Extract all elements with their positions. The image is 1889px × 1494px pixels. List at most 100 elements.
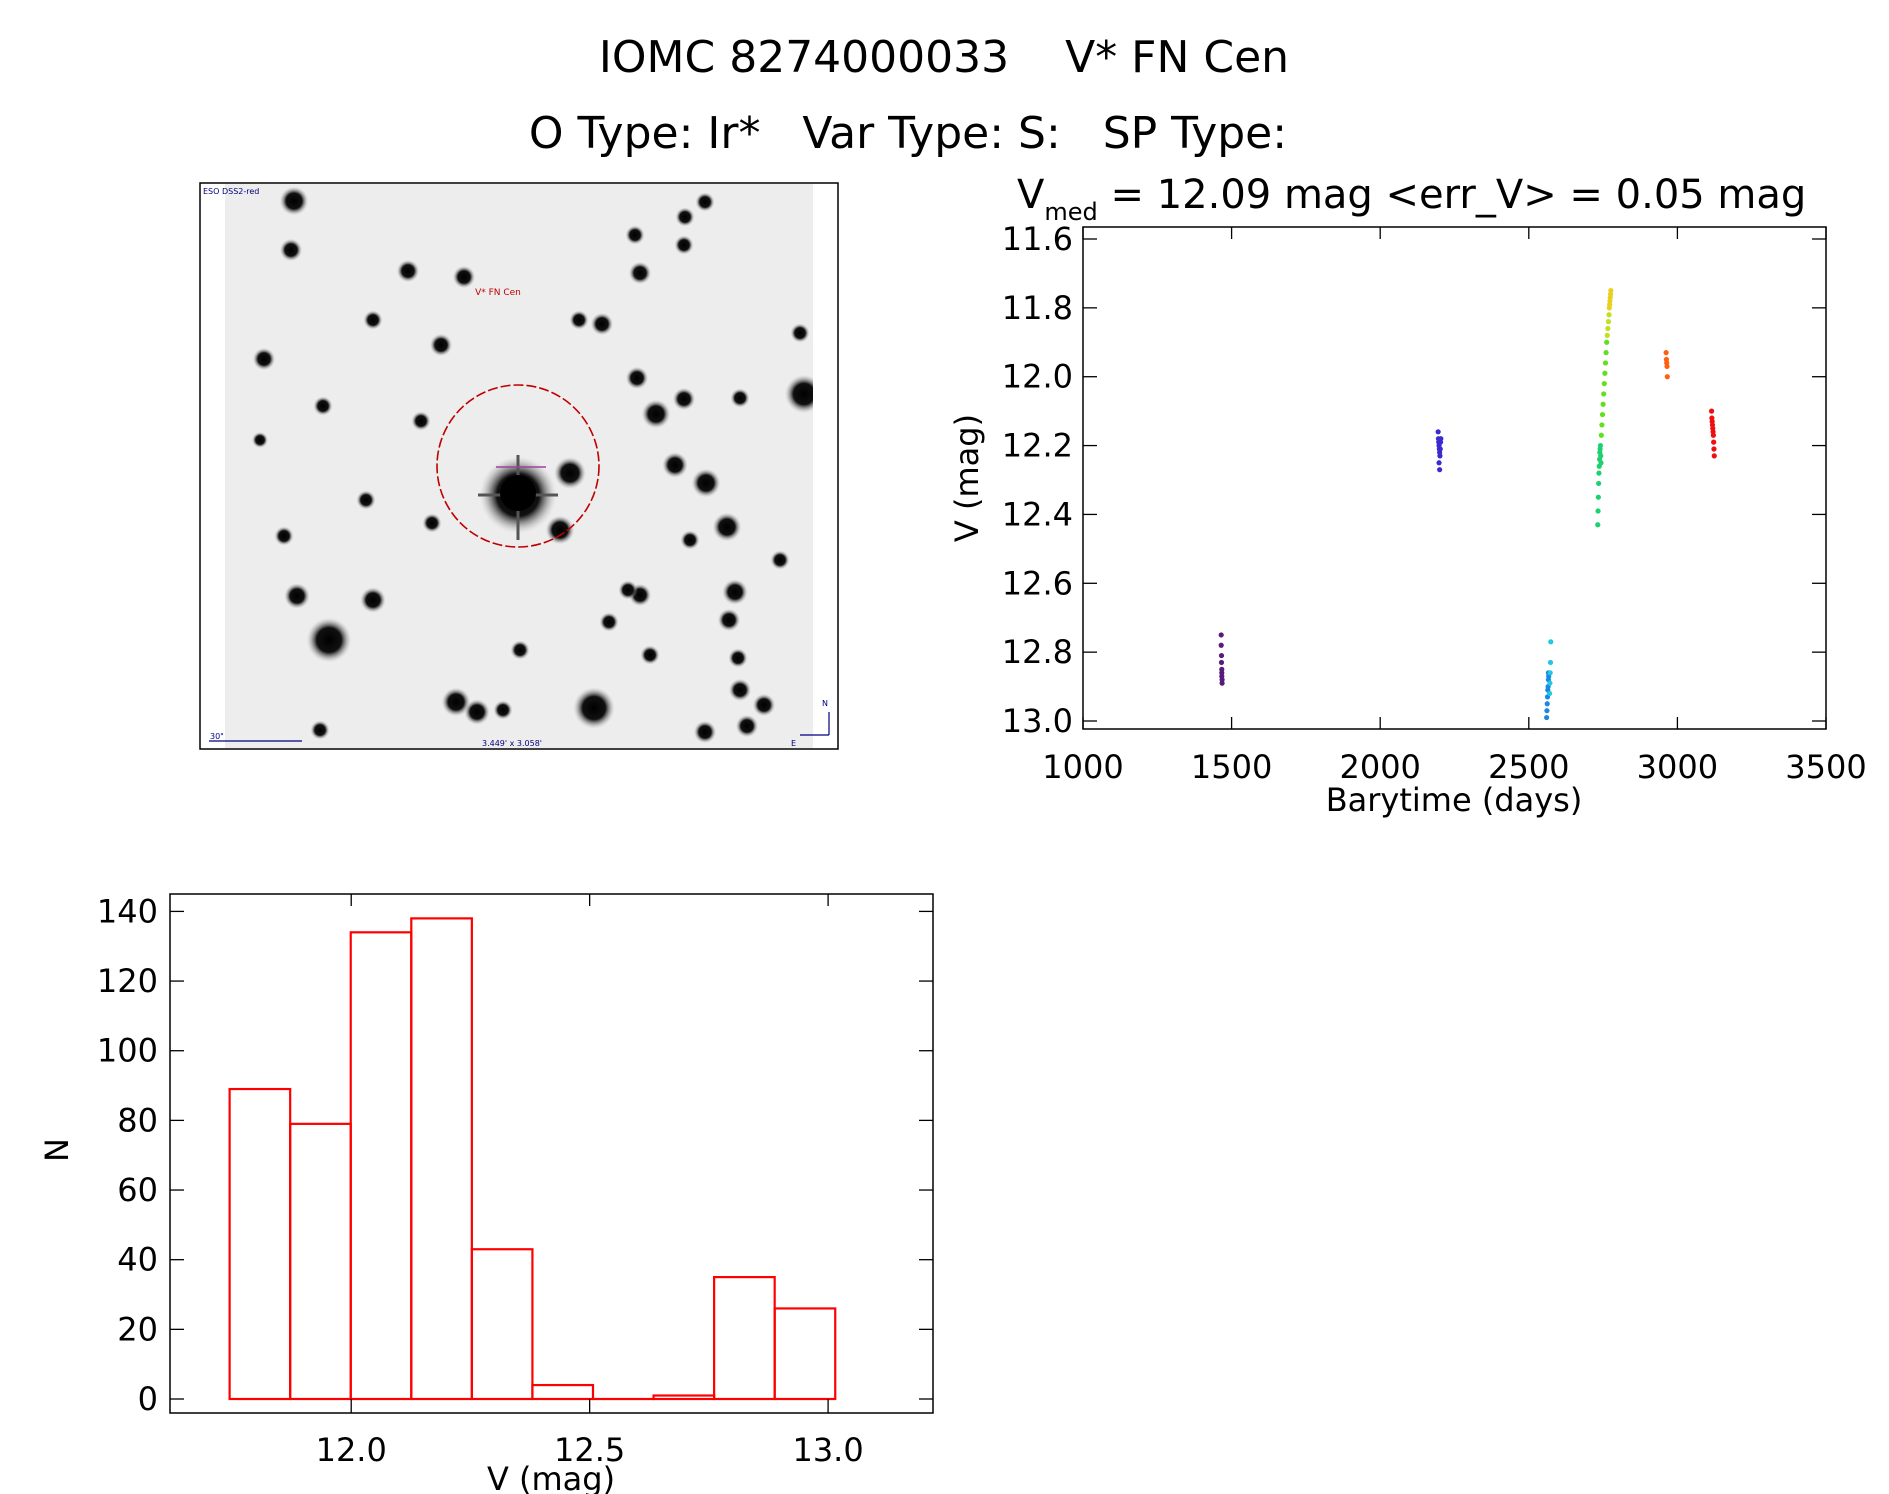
star-blob: [730, 388, 750, 408]
histogram-ylabel: N: [38, 1138, 76, 1162]
data-point: [1598, 432, 1604, 438]
histogram-plot-frame: [169, 893, 934, 1414]
data-point: [1437, 453, 1443, 459]
y-tick-label: 12.8: [1002, 633, 1073, 671]
histogram-chart: 12.0 12.5 13.0 0 20 40 60 80 100 120 140 V (mag) N: [38, 892, 934, 1494]
star-blob: [396, 259, 420, 283]
star-blob: [790, 323, 810, 343]
y-tick-label: 140: [97, 892, 158, 930]
star-blob: [674, 235, 694, 255]
star-blob: [717, 608, 741, 632]
star-blob: [618, 580, 638, 600]
star-blob: [722, 579, 748, 605]
star-blob: [641, 399, 671, 429]
y-tick-label: 12.6: [1002, 564, 1073, 602]
data-point: [1218, 642, 1224, 648]
star-blob: [360, 587, 386, 613]
data-point: [1438, 436, 1444, 442]
star-blob: [695, 192, 715, 212]
star-blob: [493, 700, 513, 720]
data-point: [1604, 339, 1610, 345]
data-point: [1218, 659, 1225, 666]
y-tick-label: 11.6: [1002, 220, 1073, 258]
star-blob: [363, 310, 383, 330]
data-point: [1710, 432, 1716, 438]
scale-label: 30": [210, 732, 224, 741]
lightcurve-axes: 1000 1500 2000 2500 3000 3500 11.6 11.8 12.0 12.2…: [1002, 220, 1867, 786]
data-point: [1435, 429, 1441, 435]
data-point: [1711, 439, 1717, 445]
star-blob: [356, 490, 376, 510]
histogram-bar: [773, 1307, 837, 1401]
data-point: [1218, 632, 1224, 638]
star-field: [252, 186, 813, 744]
data-point: [1218, 652, 1225, 659]
stat-prefix: V: [1017, 172, 1045, 218]
target-label: V* FN Cen: [475, 288, 521, 298]
data-point: [1605, 319, 1612, 325]
data-point: [1544, 701, 1550, 707]
x-tick-label: 13.0: [792, 1431, 863, 1469]
sky-image-panel: ESO DSS2-red V* FN Cen 30" 3.449' x 3.05…: [199, 182, 839, 750]
compass-east-label: E: [791, 739, 796, 748]
star-blob: [784, 374, 813, 414]
star-blob: [313, 396, 333, 416]
histogram-bar: [531, 1383, 595, 1401]
y-tick-label: 13.0: [1002, 702, 1073, 740]
y-tick-label: 80: [117, 1101, 158, 1139]
data-point: [1595, 522, 1601, 528]
star-blob: [464, 699, 490, 725]
data-point: [1547, 659, 1554, 666]
star-blob: [411, 411, 431, 431]
lightcurve-plot-frame: [1082, 226, 1827, 730]
star-blob: [752, 693, 776, 717]
data-point: [1599, 411, 1606, 418]
x-tick-label: 2500: [1488, 748, 1569, 786]
data-point: [1711, 453, 1717, 459]
star-blob: [252, 347, 276, 371]
data-point: [1219, 680, 1225, 686]
target-star: [500, 475, 536, 511]
data-point: [1601, 391, 1607, 397]
histogram-bar: [713, 1276, 776, 1401]
star-blob: [510, 640, 530, 660]
star-blob: [628, 261, 652, 285]
data-point: [1599, 422, 1605, 428]
data-point: [1603, 350, 1609, 356]
compass-north-label: N: [822, 699, 828, 708]
star-blob: [599, 612, 619, 632]
lightcurve-points: [1218, 288, 1717, 721]
data-point: [1596, 480, 1602, 487]
star-blob: [712, 512, 742, 542]
star-blob: [693, 720, 717, 744]
histogram-axes: 12.0 12.5 13.0 0 20 40 60 80 100 120 140: [97, 892, 933, 1469]
x-tick-label: 12.5: [554, 1431, 625, 1469]
star-blob: [691, 468, 721, 498]
lightcurve-ylabel: V (mag): [948, 414, 986, 542]
data-point: [1547, 680, 1553, 686]
figure-subtitle: O Type: Ir* Var Type: S: SP Type:: [529, 108, 1287, 159]
data-point: [1596, 470, 1602, 476]
x-tick-label: 3500: [1785, 748, 1866, 786]
star-blob: [279, 186, 309, 216]
data-point: [1598, 460, 1604, 466]
data-point: [1598, 453, 1604, 459]
x-tick-label: 12.0: [316, 1431, 387, 1469]
star-blob: [770, 550, 790, 570]
data-point: [1437, 467, 1443, 473]
data-point: [1544, 714, 1550, 721]
lightcurve-chart: Vmed = 12.09 mag <err_V> = 0.05 mag 1000…: [948, 172, 1867, 819]
figure-title: IOMC 8274000033 V* FN Cen: [599, 32, 1289, 83]
data-point: [1544, 708, 1550, 714]
data-point: [1664, 374, 1670, 380]
data-point: [1547, 690, 1553, 697]
data-point: [1595, 494, 1601, 500]
data-point: [1663, 350, 1669, 356]
star-blob: [625, 225, 645, 245]
lightcurve-xlabel: Barytime (days): [1326, 781, 1583, 819]
survey-label: ESO DSS2-red: [203, 187, 259, 196]
y-tick-label: 100: [97, 1032, 158, 1070]
star-blob: [728, 678, 752, 702]
y-tick-label: 12.4: [1002, 495, 1073, 533]
histogram-bar: [289, 1122, 352, 1401]
